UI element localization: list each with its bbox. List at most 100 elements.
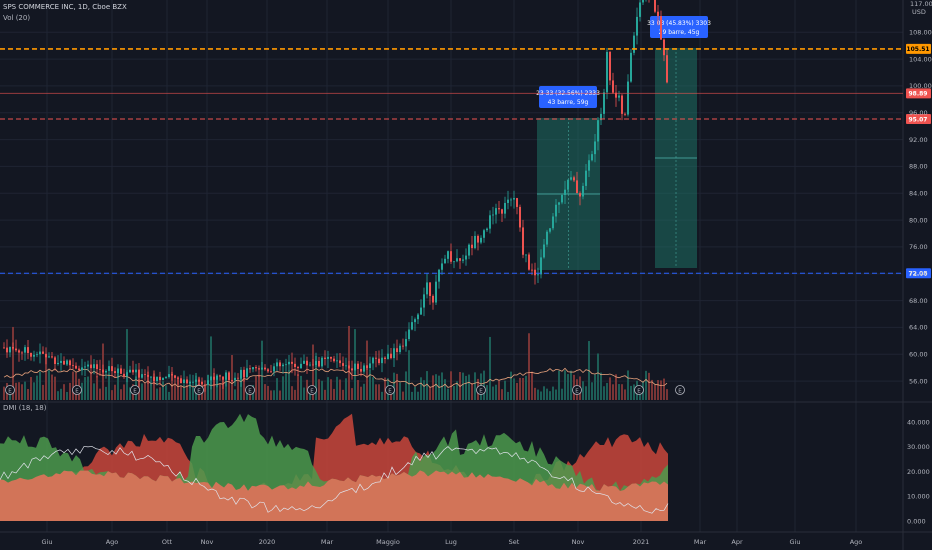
candle-body	[168, 374, 170, 378]
candle-body	[630, 52, 632, 82]
candle-body	[246, 368, 248, 378]
candle-body	[9, 347, 11, 353]
long-position-2: 33 03 (45.83%) 3303 29 barre, 45g	[647, 16, 711, 268]
candle-body	[450, 251, 452, 262]
symbol-title[interactable]: SPS COMMERCE INC, 1D, Cboe BZX	[3, 3, 127, 11]
earnings-marker-letter: E	[678, 388, 682, 394]
price-tick: 64.00	[909, 324, 928, 332]
volume-bar	[30, 377, 32, 400]
volume-bar	[378, 384, 380, 400]
candle-body	[525, 254, 527, 256]
volume-bar	[417, 391, 419, 400]
candle-body	[411, 322, 413, 330]
volume-bar	[345, 378, 347, 400]
candle-body	[375, 357, 377, 359]
price-tick: 60.00	[909, 351, 928, 359]
dmi-indicator-label[interactable]: DMI (18, 18)	[3, 404, 46, 412]
price-axis-top: 117.00	[910, 0, 932, 8]
candle-body	[531, 269, 533, 271]
volume-bar	[123, 384, 125, 400]
candle-body	[132, 369, 134, 373]
volume-bar	[18, 382, 20, 400]
price-tick: 108.00	[909, 29, 932, 37]
candle-body	[339, 360, 341, 364]
horizontal-levels[interactable]: 105.51 98.89 95.07 72.08	[0, 43, 931, 279]
time-tick: 2021	[633, 538, 650, 546]
candle-body	[327, 356, 329, 359]
candle-body	[144, 374, 146, 375]
candle-body	[282, 364, 284, 367]
volume-bar	[408, 350, 410, 400]
volume-bars	[3, 325, 668, 400]
candle-body	[489, 215, 491, 229]
volume-bar	[606, 382, 608, 400]
volume-bar	[414, 386, 416, 400]
volume-bar	[600, 372, 602, 400]
candle-body	[666, 55, 668, 83]
mid-support-tag	[906, 113, 931, 124]
volume-bar	[111, 390, 113, 400]
volume-bar	[39, 371, 41, 400]
candle-body	[402, 345, 404, 347]
volume-bar	[645, 370, 647, 400]
volume-bar	[330, 379, 332, 400]
candle-body	[324, 357, 326, 359]
candle-body	[384, 357, 386, 359]
candle-body	[165, 377, 167, 379]
volume-bar	[591, 382, 593, 400]
candle-body	[495, 208, 497, 215]
volume-bar	[267, 385, 269, 400]
volume-bar	[483, 370, 485, 400]
candle-body	[567, 179, 569, 190]
volume-bar	[270, 390, 272, 400]
candle-body	[633, 35, 635, 53]
volume-bar	[504, 380, 506, 400]
volume-bar	[33, 382, 35, 400]
candle-body	[27, 347, 29, 353]
volume-bar	[126, 329, 128, 400]
volume-bar	[246, 388, 248, 400]
volume-bar	[66, 391, 68, 400]
volume-bar	[42, 384, 44, 400]
candle-body	[303, 360, 305, 364]
volume-bar	[342, 389, 344, 400]
volume-bar	[285, 372, 287, 400]
candle-body	[357, 363, 359, 369]
volume-bar	[90, 373, 92, 400]
candle-body	[180, 378, 182, 384]
candle-body	[189, 381, 191, 384]
candle-body	[186, 379, 188, 384]
volume-bar	[594, 374, 596, 400]
price-tick: 68.00	[909, 297, 928, 305]
volume-indicator-label[interactable]: Vol (20)	[3, 14, 30, 22]
earnings-marker-letter: E	[310, 388, 314, 394]
volume-bar	[45, 355, 47, 400]
dmi-tick: 30.000	[907, 443, 930, 451]
candlestick-series[interactable]	[3, 0, 668, 392]
dmi-tick: 20.000	[907, 468, 930, 476]
volume-bar	[240, 377, 242, 400]
volume-bar	[450, 371, 452, 400]
dmi-tick: 0.000	[907, 517, 926, 525]
dmi-tick: 40.000	[907, 418, 930, 426]
volume-bar	[537, 389, 539, 400]
volume-bar	[3, 386, 5, 400]
candle-body	[174, 375, 176, 378]
volume-bar	[219, 383, 221, 400]
candle-body	[609, 51, 611, 81]
volume-bar	[48, 370, 50, 400]
volume-bar	[168, 391, 170, 400]
volume-bar	[555, 389, 557, 400]
candle-body	[84, 366, 86, 368]
volume-bar	[234, 389, 236, 400]
volume-bar	[81, 382, 83, 400]
time-tick: Apr	[731, 538, 743, 546]
volume-bar	[69, 382, 71, 400]
candle-body	[636, 16, 638, 36]
volume-bar	[15, 382, 17, 400]
